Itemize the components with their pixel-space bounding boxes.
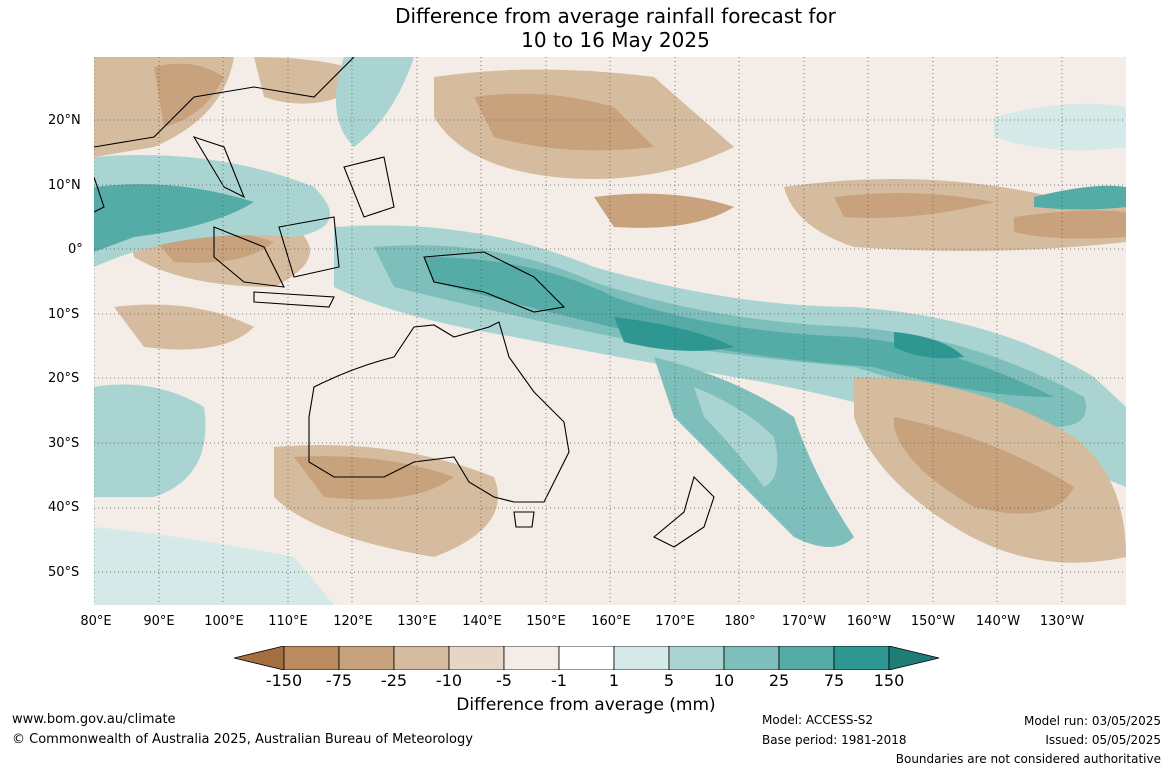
lat-label-equator: 0° [68,242,83,257]
lat-label-10s: 10°S [48,307,80,322]
lon-label-130w: 130°W [1039,614,1085,629]
colorbar-segment [613,646,670,670]
colorbar-label: -150 [265,671,303,690]
lon-label-170w: 170°W [781,614,827,629]
asia-coast [94,57,355,148]
philippines-outline [343,156,395,218]
colorbar-segment [393,646,450,670]
lat-label-30s: 30°S [48,436,80,451]
colorbar-segment [558,646,615,670]
title-line-2: 10 to 16 May 2025 [521,28,710,52]
copyright-text: © Commonwealth of Australia 2025, Austra… [12,732,473,747]
lon-label-110e: 110°E [268,614,308,629]
lon-label-90e: 90°E [143,614,175,629]
indochina-outline [192,136,246,199]
new-zealand-outline [653,475,715,548]
lat-label-40s: 40°S [48,500,80,515]
colorbar-label: 10 [713,671,735,690]
colorbar-segment [338,646,395,670]
colorbar [234,646,940,670]
lon-label-140w: 140°W [975,614,1021,629]
lon-label-80e: 80°E [80,614,112,629]
colorbar-label: 5 [663,671,675,690]
boundaries-disclaimer: Boundaries are not considered authoritat… [895,752,1161,766]
colorbar-label: -1 [551,671,567,690]
new-guinea-outline [423,251,566,313]
colorbar-segment [283,646,340,670]
australia-outline [308,321,570,503]
colorbar-segment [668,646,725,670]
issued-date: Issued: 05/05/2025 [1045,733,1161,747]
coastlines [94,57,715,548]
sumatra-outline [213,226,285,288]
java-outline [253,291,335,308]
base-period: Base period: 1981-2018 [762,733,907,747]
borneo-outline [278,216,340,278]
colorbar-segment [503,646,560,670]
lon-label-150e: 150°E [526,614,566,629]
lon-label-170e: 170°E [655,614,695,629]
lat-label-50s: 50°S [48,565,80,580]
lon-label-180: 180° [724,614,756,629]
lon-label-160w: 160°W [846,614,892,629]
colorbar-segment [833,646,890,670]
colorbar-label: 25 [768,671,790,690]
map-canvas [94,57,1126,605]
colorbar-label: -10 [435,671,463,690]
colorbar-title: Difference from average (mm) [456,695,716,715]
lon-label-100e: 100°E [204,614,244,629]
model-name: Model: ACCESS-S2 [762,713,874,727]
lat-label-20s: 20°S [48,371,80,386]
lon-label-140e: 140°E [462,614,502,629]
model-run-date: Model run: 03/05/2025 [1023,714,1161,728]
lon-label-150w: 150°W [910,614,956,629]
colorbar-extend-low [234,646,285,670]
southern-dry-regions [114,304,1126,563]
colorbar-label: 1 [608,671,620,690]
colorbar-segment [448,646,505,670]
india-tip [94,176,105,213]
graticule [94,57,1126,605]
colorbar-label: -5 [496,671,512,690]
lon-label-120e: 120°E [333,614,373,629]
website-link[interactable]: www.bom.gov.au/climate [12,712,176,727]
lat-label-20n: 20°N [48,113,81,128]
rainfall-map [94,57,1126,605]
colorbar-label: 150 [873,671,905,690]
colorbar-segment [723,646,780,670]
title-line-1: Difference from average rainfall forecas… [395,4,836,28]
colorbar-extend-high [888,646,940,670]
colorbar-label: 75 [823,671,845,690]
colorbar-label: -25 [380,671,408,690]
colorbar-segment [778,646,835,670]
colorbar-label: -75 [325,671,353,690]
lon-label-160e: 160°E [591,614,631,629]
lon-label-130e: 130°E [397,614,437,629]
tasmania-outline [513,511,535,528]
lat-label-10n: 10°N [48,178,81,193]
map-title: Difference from average rainfall forecas… [0,4,1173,52]
